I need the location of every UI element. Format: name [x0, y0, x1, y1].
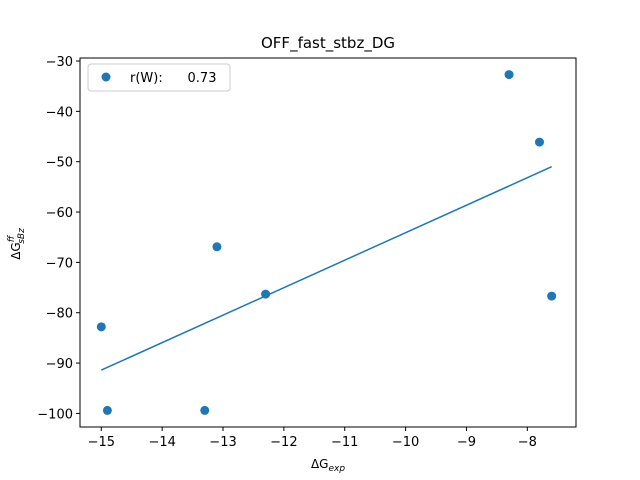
plot-area: [96, 70, 557, 415]
y-axis-label-subscript: sBz: [17, 228, 27, 244]
x-tick-label: −9: [457, 435, 476, 450]
y-tick-label: −40: [46, 105, 73, 120]
data-point: [212, 242, 222, 252]
data-point: [504, 70, 514, 80]
y-tick-label: −100: [37, 407, 73, 422]
x-tick-label: −11: [331, 435, 358, 450]
legend-label: r(W): 0.73: [130, 71, 216, 86]
y-axis-label: ΔGffsBz: [7, 228, 27, 260]
y-axis-label-main: ΔG: [9, 242, 23, 260]
x-tick-label: −14: [148, 435, 175, 450]
chart-title: OFF_fast_stbz_DG: [261, 34, 395, 53]
data-point: [102, 405, 112, 415]
x-axis-label-subscript: exp: [328, 464, 345, 474]
y-tick-label: −50: [46, 156, 73, 171]
data-point: [261, 289, 271, 299]
y-tick-label: −30: [46, 55, 73, 70]
x-tick-label: −8: [518, 435, 537, 450]
x-tick-label: −10: [392, 435, 419, 450]
y-tick-label: −80: [46, 307, 73, 322]
x-tick-label: −15: [88, 435, 115, 450]
legend-marker: [101, 72, 111, 82]
y-tick-label: −70: [46, 256, 73, 271]
y-axis-label-superscript: ff: [7, 234, 17, 242]
data-point: [547, 291, 557, 301]
fit-line: [100, 166, 552, 371]
data-point: [200, 405, 210, 415]
y-axis: −100 −90 −80 −70 −60 −50 −40 −30: [37, 55, 80, 422]
x-tick-label: −13: [209, 435, 236, 450]
y-tick-label: −60: [46, 206, 73, 221]
x-axis-label-main: ΔG: [311, 457, 329, 471]
x-axis-label: ΔGexp: [311, 457, 345, 474]
x-axis: −15 −14 −13 −12 −11 −10 −9 −8: [88, 427, 537, 450]
legend: r(W): 0.73: [87, 63, 231, 92]
legend-box: [87, 63, 231, 92]
axes-frame: [79, 57, 577, 428]
x-tick-label: −12: [270, 435, 297, 450]
y-tick-label: −90: [46, 357, 73, 372]
data-point: [96, 322, 106, 332]
data-point: [534, 137, 544, 147]
